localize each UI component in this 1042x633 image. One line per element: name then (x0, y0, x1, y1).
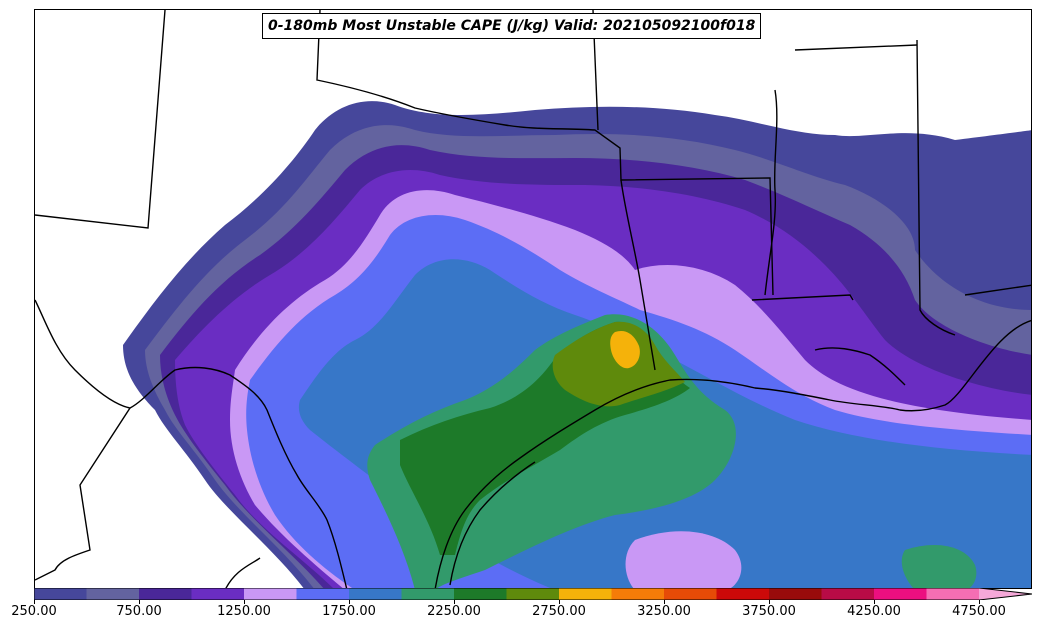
colorbar-tick-label: 3750.00 (742, 604, 796, 619)
colorbar-tick-label: 2250.00 (427, 604, 481, 619)
coastline-la-inner (814, 347, 906, 386)
colorbar-outline (34, 588, 1032, 600)
state-line-ky-tn (794, 44, 918, 51)
colorbar-segment (296, 588, 350, 600)
colorbar-segment (664, 588, 717, 600)
colorbar-tick-labels: 250.00 750.00 1250.00 1750.00 2250.00 2750.00… (0, 604, 1042, 624)
colorbar-tick-label: 4750.00 (952, 604, 1006, 619)
state-line-nm-west (35, 10, 166, 229)
state-line-tx-la (620, 179, 656, 371)
colorbar-segment (244, 588, 297, 600)
coastline-barrier (449, 461, 536, 586)
colorbar-segment (454, 588, 507, 600)
colorbar-tick-label: 750.00 (116, 604, 162, 619)
colorbar-segment (139, 588, 192, 600)
colorbar-segment (874, 588, 927, 600)
colorbar-tick-mark (34, 600, 35, 604)
colorbar-segment (86, 588, 140, 600)
colorbar-segment (191, 588, 245, 600)
cape-band-2750 (610, 330, 640, 369)
cape-contours (123, 101, 1031, 588)
colorbar-segment (926, 588, 980, 600)
cape-map (35, 10, 1031, 588)
colorbar-tick-label: 1750.00 (322, 604, 376, 619)
colorbar-tick-label: 2750.00 (532, 604, 586, 619)
colorbar-tick-label: 4250.00 (847, 604, 901, 619)
colorbar-tick-mark (559, 600, 560, 604)
border-rio-grande (35, 299, 348, 588)
colorbar-tick-mark (874, 600, 875, 604)
colorbar-tick-mark (349, 600, 350, 604)
map-panel (34, 9, 1032, 589)
colorbar-extension (979, 588, 1032, 600)
colorbar-segment (34, 588, 87, 600)
colorbar-tick-mark (139, 600, 140, 604)
colorbar-tick-mark (244, 600, 245, 604)
cape-patch-green-east (901, 545, 977, 588)
colorbar-segment (349, 588, 402, 600)
cape-patch-gulf (625, 531, 742, 588)
colorbar-tick-mark (454, 600, 455, 604)
colorbar-tick-mark (664, 600, 665, 604)
colorbar-segment (559, 588, 612, 600)
colorbar-tick-label: 1250.00 (217, 604, 271, 619)
coastline-gulf (434, 320, 1031, 588)
map-title: 0-180mb Most Unstable CAPE (J/kg) Valid:… (262, 13, 762, 39)
colorbar-segment (401, 588, 455, 600)
mexico-line-2 (225, 557, 261, 588)
colorbar-segment (611, 588, 665, 600)
state-line-la-north (751, 294, 854, 301)
mexico-line-1 (35, 407, 131, 581)
colorbar-tick-label: 250.00 (11, 604, 57, 619)
colorbar-tick-mark (769, 600, 770, 604)
colorbar-segment (716, 588, 770, 600)
colorbar-segment (821, 588, 875, 600)
state-line-ar-tn (764, 89, 778, 296)
state-line-ms-al (916, 39, 956, 336)
colorbar-segment (506, 588, 560, 600)
state-line-tx-ok (316, 10, 774, 296)
colorbar-segment (769, 588, 822, 600)
boundaries (35, 10, 1031, 588)
colorbar-tick-label: 3250.00 (637, 604, 691, 619)
state-line-al-fl (964, 284, 1031, 296)
colorbar-tick-mark (979, 600, 980, 604)
colorbar (34, 588, 1032, 600)
